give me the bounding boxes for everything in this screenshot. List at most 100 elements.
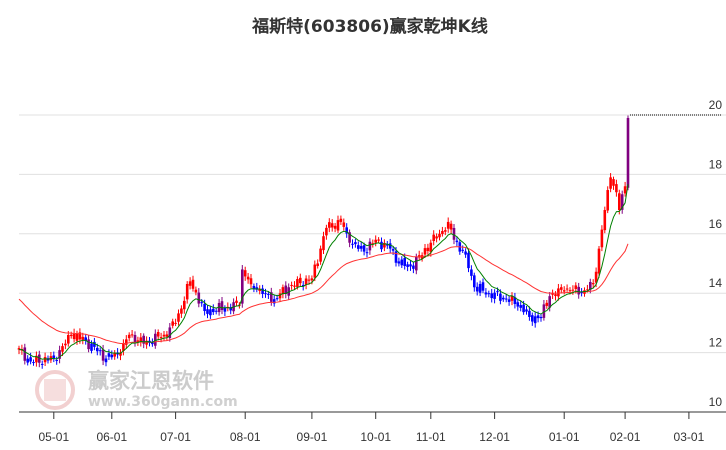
candle (354, 238, 357, 248)
candle (577, 282, 580, 299)
candle (214, 307, 218, 315)
candle (348, 229, 351, 248)
candle (446, 217, 450, 233)
candle (455, 236, 459, 247)
candle-body (136, 340, 140, 343)
candle-body (357, 245, 360, 249)
candle-body (125, 339, 128, 345)
candle-body (377, 239, 380, 241)
candle-body (203, 303, 206, 312)
candle (435, 233, 438, 243)
candle-body (536, 315, 540, 319)
candle (165, 331, 169, 341)
candle-body (446, 221, 450, 229)
candle (38, 350, 41, 368)
candle-body (594, 271, 598, 283)
candle (519, 300, 522, 312)
candle (119, 349, 122, 361)
candle (171, 318, 174, 329)
candle (400, 256, 404, 268)
candle-body (87, 339, 90, 350)
candle (618, 189, 621, 215)
candle-body (197, 292, 201, 304)
x-tick-label: 08-01 (230, 430, 261, 444)
candle-body (461, 249, 464, 251)
candle-body (139, 337, 143, 343)
candle (180, 305, 183, 318)
candle (626, 115, 630, 191)
candle-body (391, 249, 395, 251)
candle (533, 312, 537, 328)
candle (223, 305, 227, 317)
chart-title: 福斯特(603806)赢家乾坤K线 (251, 16, 488, 37)
candle-body (612, 179, 615, 186)
candle-body (156, 332, 160, 337)
candle-body (362, 245, 366, 252)
candle (391, 246, 395, 255)
candle-body (452, 227, 456, 240)
candle-body (252, 285, 256, 290)
candle-body (93, 341, 96, 347)
candle (43, 352, 47, 367)
candle-body (365, 252, 369, 254)
candle-body (618, 193, 621, 211)
candle-body (345, 227, 348, 234)
candle-body (130, 334, 134, 336)
candle (333, 222, 337, 233)
candle (615, 179, 618, 197)
candle (284, 281, 288, 299)
candle-body (55, 360, 58, 362)
candle-body (589, 281, 592, 290)
candle-body (539, 316, 543, 319)
candle-body (354, 242, 357, 245)
candle-body (626, 117, 630, 188)
candle-body (90, 343, 93, 351)
candle (267, 291, 270, 299)
x-tick-label: 06-01 (96, 430, 127, 444)
candle-body (455, 240, 459, 243)
candle (380, 237, 383, 253)
candle-body (67, 335, 70, 344)
candle-body (597, 248, 601, 274)
candle (368, 238, 372, 255)
candle (565, 284, 569, 292)
candle (548, 292, 551, 312)
candle-body (185, 284, 189, 300)
candle-body (325, 227, 328, 236)
candle (531, 312, 534, 326)
candle (525, 306, 528, 315)
candle (281, 284, 285, 299)
candle-body (69, 334, 73, 337)
y-tick-label: 20 (709, 98, 723, 112)
candle-body (235, 300, 238, 303)
candle (246, 272, 250, 284)
candle-body (493, 292, 496, 299)
candle-body (275, 298, 279, 300)
candle (432, 230, 435, 246)
candle-body (388, 243, 392, 249)
candle-body (310, 278, 314, 281)
candle-body (29, 357, 32, 362)
candle-body (212, 308, 215, 313)
candle-body (409, 264, 412, 267)
candle (606, 186, 609, 214)
candle-body (243, 270, 247, 277)
candle (243, 266, 247, 281)
candle (603, 206, 607, 234)
candle (261, 284, 264, 299)
candle-body (174, 322, 177, 324)
candle-body (342, 222, 346, 227)
candle-body (301, 284, 305, 287)
candle-body (101, 349, 105, 361)
candle (502, 295, 505, 302)
candle-body (23, 347, 27, 361)
candle (478, 280, 482, 297)
candle (481, 278, 485, 294)
candle (516, 299, 520, 311)
candle-body (615, 184, 618, 193)
x-tick-label: 01-01 (549, 430, 580, 444)
candle (174, 318, 177, 327)
candle-body (464, 251, 467, 255)
candle (168, 323, 172, 342)
candle-body (339, 218, 343, 222)
